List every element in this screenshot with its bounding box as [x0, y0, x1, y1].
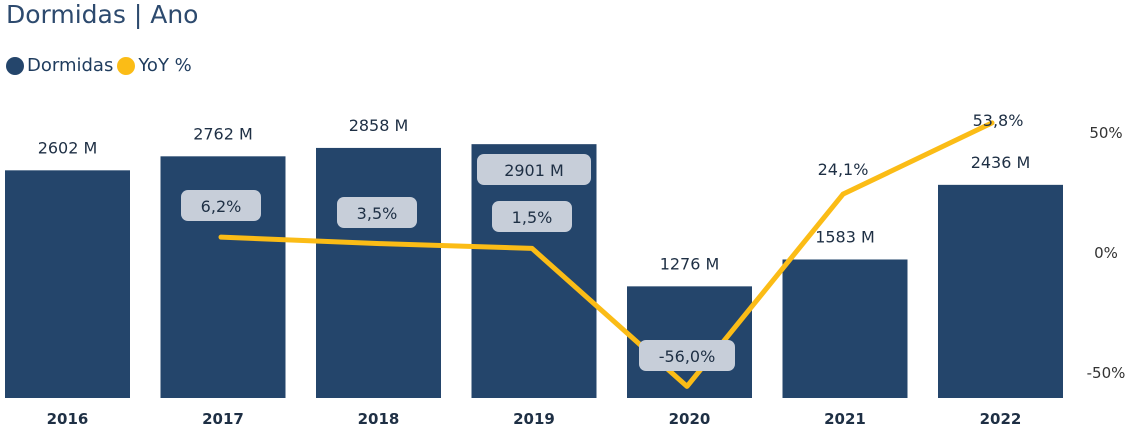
yoy-label-2017: 6,2% — [201, 197, 242, 216]
bar-label-2020: 1276 M — [660, 254, 720, 273]
yoy-label-2020: -56,0% — [659, 347, 716, 366]
y2-tick--50%: -50% — [1087, 364, 1126, 382]
bar-label-2016: 2602 M — [38, 138, 98, 157]
bar-label-2019: 2901 M — [504, 161, 564, 180]
chart-title: Dormidas | Ano — [6, 0, 199, 29]
bar-label-2017: 2762 M — [193, 124, 253, 143]
bar-2019[interactable] — [471, 144, 597, 398]
y2-tick-50%: 50% — [1089, 124, 1122, 142]
x-tick-2022: 2022 — [980, 410, 1022, 428]
x-tick-2020: 2020 — [669, 410, 711, 428]
legend-dot-dormidas — [6, 56, 24, 75]
bar-2016[interactable] — [5, 170, 130, 398]
legend-item-dormidas[interactable]: Dormidas — [6, 55, 113, 76]
legend-dot-yoy — [117, 56, 136, 75]
bar-2021[interactable] — [782, 259, 908, 398]
yoy-line — [218, 120, 995, 389]
yoy-label-box-2020 — [639, 340, 735, 371]
yoy-label-box-2018 — [337, 197, 417, 228]
x-tick-2017: 2017 — [202, 410, 244, 428]
legend-label-dormidas: Dormidas — [27, 55, 114, 76]
bar-2022[interactable] — [938, 184, 1063, 398]
bar-label-2021: 1583 M — [815, 227, 875, 246]
bar-label-box-2019 — [477, 154, 591, 185]
y2-tick-0%: 0% — [1094, 244, 1118, 262]
bar-2018[interactable] — [316, 147, 441, 398]
yoy-label-2019: 1,5% — [512, 208, 553, 227]
yoy-label-2018: 3,5% — [357, 204, 398, 223]
x-tick-2016: 2016 — [47, 410, 89, 428]
yoy-label-box-2017 — [181, 190, 261, 221]
bar-label-2018: 2858 M — [349, 116, 409, 135]
x-tick-2021: 2021 — [824, 410, 866, 428]
yoy-label-2021: 24,1% — [818, 160, 869, 179]
yoy-label-box-2019 — [492, 201, 572, 232]
legend-label-yoy: YoY % — [138, 55, 192, 76]
legend-item-yoy[interactable]: YoY % — [117, 55, 192, 76]
yoy-label-2022: 53,8% — [973, 111, 1024, 130]
bar-label-2022: 2436 M — [971, 153, 1031, 172]
x-tick-2018: 2018 — [358, 410, 400, 428]
legend: Dormidas YoY % — [6, 55, 196, 76]
x-tick-2019: 2019 — [513, 410, 555, 428]
